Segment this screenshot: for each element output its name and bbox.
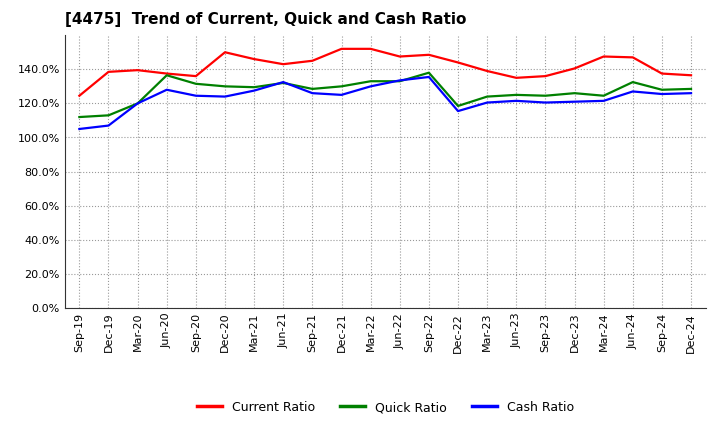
Quick Ratio	[75, 114, 84, 120]
Quick Ratio	[687, 86, 696, 92]
Line: Quick Ratio: Quick Ratio	[79, 73, 691, 117]
Quick Ratio	[599, 93, 608, 99]
Quick Ratio	[250, 84, 258, 90]
Quick Ratio	[163, 73, 171, 78]
Quick Ratio	[512, 92, 521, 98]
Current Ratio	[366, 46, 375, 51]
Cash Ratio	[483, 100, 492, 105]
Quick Ratio	[279, 80, 287, 85]
Cash Ratio	[512, 98, 521, 103]
Cash Ratio	[687, 91, 696, 96]
Quick Ratio	[366, 79, 375, 84]
Cash Ratio	[163, 87, 171, 92]
Current Ratio	[75, 93, 84, 99]
Cash Ratio	[599, 98, 608, 103]
Cash Ratio	[366, 84, 375, 89]
Current Ratio	[395, 54, 404, 59]
Cash Ratio	[395, 78, 404, 83]
Text: [4475]  Trend of Current, Quick and Cash Ratio: [4475] Trend of Current, Quick and Cash …	[65, 12, 466, 27]
Cash Ratio	[657, 92, 666, 97]
Quick Ratio	[192, 81, 200, 86]
Cash Ratio	[337, 92, 346, 98]
Cash Ratio	[133, 101, 142, 106]
Legend: Current Ratio, Quick Ratio, Cash Ratio: Current Ratio, Quick Ratio, Cash Ratio	[192, 396, 579, 419]
Cash Ratio	[279, 80, 287, 85]
Quick Ratio	[308, 86, 317, 92]
Quick Ratio	[570, 91, 579, 96]
Cash Ratio	[220, 94, 229, 99]
Quick Ratio	[133, 101, 142, 106]
Current Ratio	[629, 55, 637, 60]
Current Ratio	[133, 67, 142, 73]
Cash Ratio	[570, 99, 579, 104]
Quick Ratio	[220, 84, 229, 89]
Cash Ratio	[250, 88, 258, 93]
Current Ratio	[512, 75, 521, 81]
Current Ratio	[104, 69, 113, 74]
Cash Ratio	[308, 91, 317, 96]
Current Ratio	[541, 73, 550, 79]
Current Ratio	[279, 62, 287, 67]
Quick Ratio	[629, 80, 637, 85]
Line: Cash Ratio: Cash Ratio	[79, 77, 691, 129]
Cash Ratio	[192, 93, 200, 99]
Current Ratio	[220, 50, 229, 55]
Cash Ratio	[454, 108, 462, 114]
Cash Ratio	[425, 74, 433, 80]
Current Ratio	[308, 58, 317, 63]
Quick Ratio	[541, 93, 550, 99]
Quick Ratio	[337, 84, 346, 89]
Current Ratio	[599, 54, 608, 59]
Current Ratio	[483, 68, 492, 73]
Current Ratio	[570, 66, 579, 71]
Line: Current Ratio: Current Ratio	[79, 49, 691, 96]
Quick Ratio	[454, 103, 462, 109]
Current Ratio	[657, 71, 666, 76]
Current Ratio	[425, 52, 433, 58]
Cash Ratio	[629, 89, 637, 94]
Cash Ratio	[541, 100, 550, 105]
Quick Ratio	[425, 70, 433, 75]
Current Ratio	[337, 46, 346, 51]
Current Ratio	[250, 56, 258, 62]
Current Ratio	[454, 60, 462, 65]
Current Ratio	[687, 73, 696, 78]
Cash Ratio	[75, 126, 84, 132]
Quick Ratio	[104, 113, 113, 118]
Quick Ratio	[657, 87, 666, 92]
Quick Ratio	[483, 94, 492, 99]
Current Ratio	[163, 71, 171, 76]
Quick Ratio	[395, 79, 404, 84]
Cash Ratio	[104, 123, 113, 128]
Current Ratio	[192, 73, 200, 79]
